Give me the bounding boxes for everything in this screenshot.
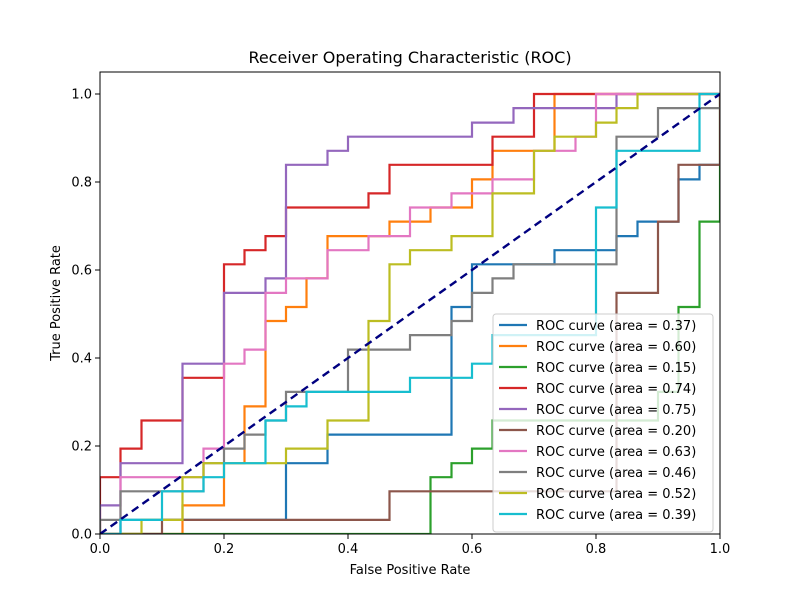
x-tick-label: 0.4 <box>338 542 359 557</box>
y-axis: 0.0 0.2 0.4 0.6 0.8 1.0 <box>71 88 100 543</box>
x-tick-label: 0.2 <box>214 542 235 557</box>
y-tick-label: 1.0 <box>71 88 92 103</box>
y-tick-label: 0.0 <box>71 528 92 543</box>
roc-curve-line-10 <box>100 92 720 534</box>
legend-label: ROC curve (area = 0.52) <box>536 487 696 502</box>
y-tick-label: 0.8 <box>71 176 92 191</box>
plot-area <box>99 71 721 535</box>
y-tick-label: 0.2 <box>71 440 92 455</box>
x-tick-label: 0.6 <box>462 542 483 557</box>
legend-label: ROC curve (area = 0.39) <box>536 508 696 523</box>
y-tick-label: 0.4 <box>71 352 92 367</box>
legend-label: ROC curve (area = 0.74) <box>536 382 696 397</box>
x-tick-label: 0.0 <box>90 542 111 557</box>
y-tick-label: 0.6 <box>71 264 92 279</box>
x-tick-label: 1.0 <box>710 542 731 557</box>
legend-label: ROC curve (area = 0.75) <box>536 403 696 418</box>
x-axis-label: False Positive Rate <box>350 563 471 578</box>
legend-label: ROC curve (area = 0.46) <box>536 466 696 481</box>
x-axis: 0.0 0.2 0.4 0.6 0.8 1.0 <box>90 534 731 557</box>
roc-curve-line-4 <box>100 92 720 534</box>
legend-label: ROC curve (area = 0.15) <box>536 361 696 376</box>
legend-label: ROC curve (area = 0.63) <box>536 445 696 460</box>
legend-label: ROC curve (area = 0.20) <box>536 424 696 439</box>
legend-box <box>492 313 714 533</box>
roc-curve-line-5 <box>100 92 720 534</box>
legend: ROC curve (area = 0.37) ROC curve (area =… <box>492 313 714 533</box>
chart-title: Receiver Operating Characteristic (ROC) <box>248 48 571 67</box>
roc-curve-line-9 <box>100 92 720 534</box>
legend-label: ROC curve (area = 0.60) <box>536 340 696 355</box>
legend-label: ROC curve (area = 0.37) <box>536 319 696 334</box>
roc-curves <box>100 92 720 534</box>
y-axis-label: True Positive Rate <box>49 245 64 362</box>
x-tick-label: 0.8 <box>586 542 607 557</box>
plot-frame <box>99 71 721 535</box>
diagonal-reference-line <box>100 93 720 534</box>
